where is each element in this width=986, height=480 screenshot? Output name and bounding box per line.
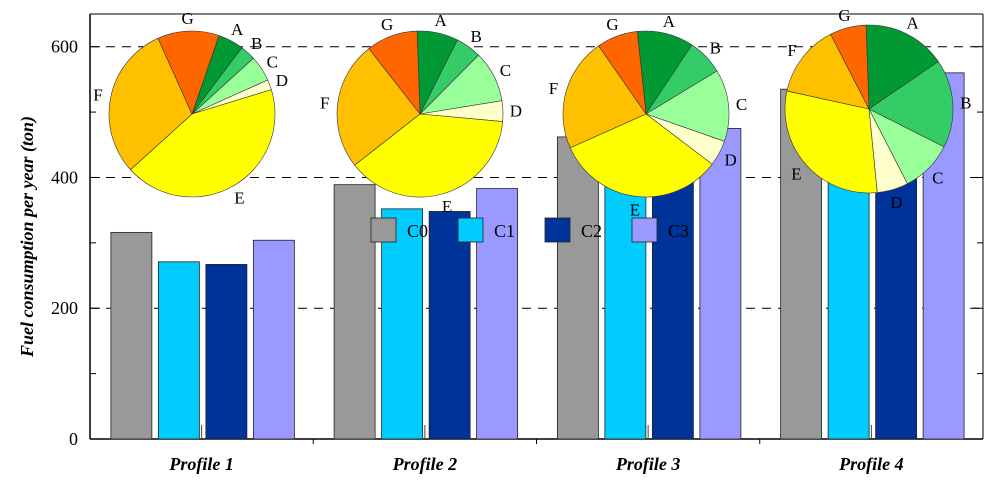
pie-slice-g (598, 31, 647, 115)
pie-slice-b (868, 61, 954, 148)
bar-c0 (556, 136, 599, 440)
pie-slice-label: B (251, 34, 262, 53)
legend-label: C1 (494, 221, 515, 241)
pie-slice-label: A (663, 12, 676, 31)
pie-slice-label: C (500, 61, 511, 80)
pie-slice-label: G (181, 9, 193, 28)
pie-slice-label: A (907, 13, 920, 32)
pie-slice-label: G (838, 6, 850, 25)
legend-swatch-c2 (544, 217, 571, 243)
bar-c3 (476, 188, 519, 440)
bar-c3 (699, 128, 742, 440)
pie-slice-f (562, 45, 647, 149)
pie-slice-label: C (736, 95, 747, 114)
x-category-label: Profile 4 (838, 454, 904, 474)
y-axis-title: Fuel consumption per year (ton) (17, 116, 38, 358)
bar-c3 (252, 239, 295, 440)
pie-slice-label: D (890, 193, 902, 212)
pie-chart: A B C D E F G (784, 6, 971, 212)
bar-c2 (428, 211, 471, 440)
legend-label: C0 (407, 221, 428, 241)
legend-swatch-c0 (370, 217, 397, 243)
pie-slice-label: F (320, 93, 329, 112)
pie-slice-label: C (932, 168, 943, 187)
pie-slice-f (108, 37, 193, 171)
pie-slice-f (786, 33, 870, 110)
pie-slice-a (865, 24, 939, 110)
pie-slice-label: A (231, 20, 244, 39)
legend-swatch-c3 (631, 217, 658, 243)
pie-slice-g (368, 30, 421, 115)
y-tick-label: 200 (51, 298, 78, 318)
bar-c0 (333, 184, 376, 440)
y-tick-label: 0 (69, 429, 78, 449)
pie-slice-label: E (442, 197, 452, 216)
bar-c1 (604, 153, 647, 440)
pie-slice-label: B (471, 27, 482, 46)
pie-chart: A B C D E F G (549, 12, 747, 220)
pie-chart: A BC D E F G (320, 11, 522, 216)
y-tick-label: 400 (51, 167, 78, 187)
x-category-label: Profile 2 (392, 454, 458, 474)
bar-c2 (651, 157, 694, 440)
pie-slice-f (336, 48, 421, 166)
x-category-label: Profile 1 (168, 454, 234, 474)
pie-slice-c (645, 70, 730, 142)
pie-slice-e (130, 89, 276, 198)
pie-slice-label: E (791, 164, 801, 183)
pie-slice-e (354, 113, 503, 198)
pie-slice-label: G (381, 15, 393, 34)
pie-slice-label: B (710, 39, 721, 58)
pie-slice-g (157, 30, 220, 115)
pie-slice-label: B (960, 94, 971, 113)
pie-slice-label: F (93, 85, 102, 104)
pie-slice-label: E (630, 200, 640, 219)
legend-swatch-c1 (457, 217, 484, 243)
pie-slice-label: F (549, 79, 558, 98)
legend-label: C2 (581, 221, 602, 241)
pie-slice-label: C (267, 52, 278, 71)
legend-label: C3 (668, 221, 689, 241)
pie-slice-g (830, 24, 870, 110)
pie-slice-label: E (234, 189, 244, 208)
bar-c0 (110, 231, 153, 440)
pie-slice-label: D (510, 102, 522, 121)
pie-slice-e (784, 90, 878, 194)
pie-slice-label: D (724, 150, 736, 169)
y-tick-label: 600 (51, 37, 78, 57)
pie-slice-label: G (606, 15, 618, 34)
bar-c1 (157, 261, 200, 440)
bar-c1 (381, 208, 424, 440)
bar-c2 (205, 264, 248, 440)
pie-slice-e (569, 113, 713, 198)
pie-slice-label: A (434, 11, 447, 30)
x-category-label: Profile 3 (615, 454, 681, 474)
pie-slice-label: D (276, 71, 288, 90)
pie-slice-label: F (787, 41, 796, 60)
